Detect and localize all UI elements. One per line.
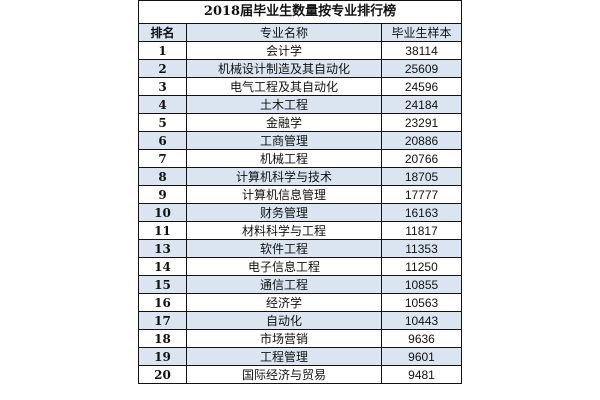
major-name-cell: 工商管理	[186, 131, 382, 150]
table-row: 20 国际经济与贸易 9481	[138, 365, 463, 384]
major-name-cell: 市场营销	[186, 329, 382, 348]
major-name-cell: 经济学	[186, 293, 382, 312]
ranking-table-container: 2018届毕业生数量按专业排行榜 排名 专业名称 毕业生样本 1 会计学 38114…	[137, 0, 463, 384]
table-body: 1 会计学 38114 2 机械设计制造及其自动化 25609 3 电气工程及其自动化 2459…	[138, 41, 463, 384]
graduate-count-cell: 10443	[380, 311, 463, 330]
graduate-count-cell: 10563	[380, 293, 463, 312]
major-name-cell: 计算机科学与技术	[186, 167, 382, 186]
rank-cell: 2	[138, 59, 187, 78]
major-name-cell: 软件工程	[186, 239, 382, 258]
table-row: 2 机械设计制造及其自动化 25609	[138, 59, 463, 78]
graduate-count-cell: 11250	[380, 257, 463, 276]
rank-cell: 19	[138, 347, 187, 366]
major-name-cell: 电气工程及其自动化	[186, 77, 382, 96]
major-name-cell: 财务管理	[186, 203, 382, 222]
graduate-count-cell: 17777	[380, 185, 463, 204]
table-row: 3 电气工程及其自动化 24596	[138, 77, 463, 96]
rank-cell: 18	[138, 329, 187, 348]
column-header-major: 专业名称	[186, 23, 382, 42]
rank-cell: 3	[138, 77, 187, 96]
major-name-cell: 机械设计制造及其自动化	[186, 59, 382, 78]
graduate-count-cell: 24184	[380, 95, 463, 114]
graduate-count-cell: 9601	[380, 347, 463, 366]
graduate-count-cell: 9481	[380, 365, 463, 384]
column-header-rank: 排名	[138, 23, 187, 42]
graduate-count-cell: 16163	[380, 203, 463, 222]
major-name-cell: 材料科学与工程	[186, 221, 382, 240]
rank-cell: 14	[138, 257, 187, 276]
rank-cell: 1	[138, 41, 187, 60]
table-row: 10 财务管理 16163	[138, 203, 463, 222]
column-header-count: 毕业生样本	[380, 23, 463, 42]
rank-cell: 9	[138, 185, 187, 204]
rank-cell: 5	[138, 113, 187, 132]
rank-cell: 8	[138, 167, 187, 186]
table-row: 18 市场营销 9636	[138, 329, 463, 348]
major-name-cell: 会计学	[186, 41, 382, 60]
graduate-count-cell: 25609	[380, 59, 463, 78]
table-row: 16 经济学 10563	[138, 293, 463, 312]
major-name-cell: 自动化	[186, 311, 382, 330]
rank-cell: 7	[138, 149, 187, 168]
major-name-cell: 国际经济与贸易	[186, 365, 382, 384]
table-row: 19 工程管理 9601	[138, 347, 463, 366]
major-name-cell: 金融学	[186, 113, 382, 132]
rank-cell: 20	[138, 365, 187, 384]
table-row: 14 电子信息工程 11250	[138, 257, 463, 276]
graduate-count-cell: 11817	[380, 221, 463, 240]
table-row: 8 计算机科学与技术 18705	[138, 167, 463, 186]
major-name-cell: 电子信息工程	[186, 257, 382, 276]
rank-cell: 17	[138, 311, 187, 330]
rank-cell: 11	[138, 221, 187, 240]
graduate-count-cell: 20886	[380, 131, 463, 150]
table-row: 11 材料科学与工程 11817	[138, 221, 463, 240]
rank-cell: 16	[138, 293, 187, 312]
major-name-cell: 计算机信息管理	[186, 185, 382, 204]
graduate-count-cell: 10855	[380, 275, 463, 294]
table-row: 13 软件工程 11353	[138, 239, 463, 258]
table-row: 17 自动化 10443	[138, 311, 463, 330]
table-row: 4 土木工程 24184	[138, 95, 463, 114]
major-name-cell: 土木工程	[186, 95, 382, 114]
rank-cell: 15	[138, 275, 187, 294]
rank-cell: 6	[138, 131, 187, 150]
table-row: 5 金融学 23291	[138, 113, 463, 132]
table-row: 6 工商管理 20886	[138, 131, 463, 150]
ranking-table: 2018届毕业生数量按专业排行榜 排名 专业名称 毕业生样本 1 会计学 38114…	[137, 0, 463, 384]
table-title-row: 2018届毕业生数量按专业排行榜	[137, 0, 463, 24]
graduate-count-cell: 23291	[380, 113, 463, 132]
graduate-count-cell: 24596	[380, 77, 463, 96]
table-row: 1 会计学 38114	[138, 41, 463, 60]
graduate-count-cell: 38114	[380, 41, 463, 60]
major-name-cell: 机械工程	[186, 149, 382, 168]
table-row: 15 通信工程 10855	[138, 275, 463, 294]
graduate-count-cell: 9636	[380, 329, 463, 348]
table-title: 2018届毕业生数量按专业排行榜	[137, 0, 463, 24]
table-row: 7 机械工程 20766	[138, 149, 463, 168]
table-row: 9 计算机信息管理 17777	[138, 185, 463, 204]
rank-cell: 10	[138, 203, 187, 222]
graduate-count-cell: 18705	[380, 167, 463, 186]
major-name-cell: 通信工程	[186, 275, 382, 294]
graduate-count-cell: 20766	[380, 149, 463, 168]
table-header-row: 排名 专业名称 毕业生样本	[138, 23, 463, 42]
rank-cell: 4	[138, 95, 187, 114]
major-name-cell: 工程管理	[186, 347, 382, 366]
rank-cell: 13	[138, 239, 187, 258]
graduate-count-cell: 11353	[380, 239, 463, 258]
